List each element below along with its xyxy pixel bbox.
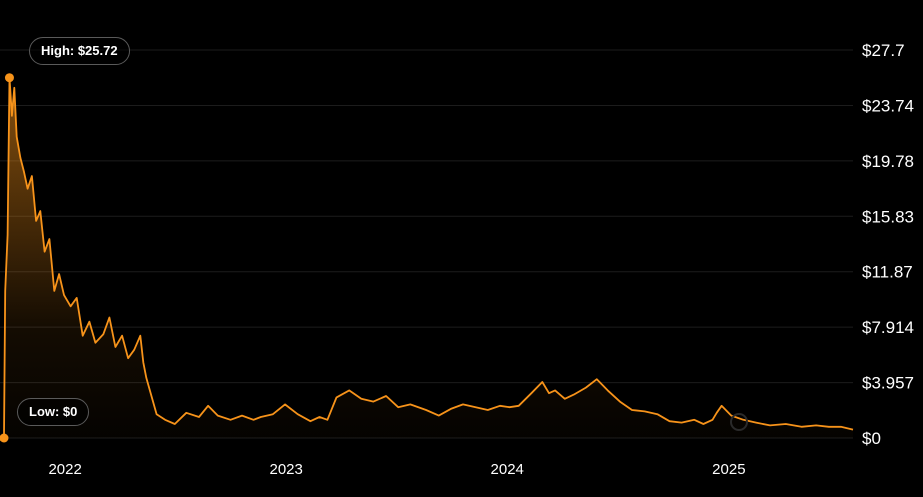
- watermark-logo: [730, 413, 748, 431]
- high-price-badge: High: $25.72: [29, 37, 130, 65]
- low-price-badge: Low: $0: [17, 398, 90, 426]
- y-tick-label: $3.957: [862, 374, 914, 393]
- low-point-marker[interactable]: [0, 433, 9, 443]
- y-tick-label: $19.78: [862, 152, 914, 171]
- y-tick-label: $15.83: [862, 207, 914, 226]
- y-tick-label: $23.74: [862, 96, 914, 115]
- price-line: [3, 76, 854, 436]
- y-tick-label: $27.7: [862, 41, 905, 60]
- x-tick-label: 2024: [491, 461, 524, 478]
- y-tick-label: $0: [862, 429, 881, 448]
- high-point-marker[interactable]: [4, 73, 14, 83]
- y-axis-labels: $0 $3.957 $7.914 $11.87 $15.83 $19.78 $23.74 $2…: [862, 41, 914, 448]
- x-tick-label: 2025: [712, 461, 745, 478]
- y-tick-label: $7.914: [862, 318, 914, 337]
- price-area-fill: [4, 77, 853, 438]
- x-axis-labels: 2022 2023 2024 2025: [48, 461, 745, 478]
- plot-area: [0, 73, 854, 443]
- x-tick-label: 2023: [270, 461, 303, 478]
- x-tick-label: 2022: [48, 461, 81, 478]
- watermark-logo-icon: [730, 413, 748, 431]
- y-tick-label: $11.87: [862, 263, 913, 282]
